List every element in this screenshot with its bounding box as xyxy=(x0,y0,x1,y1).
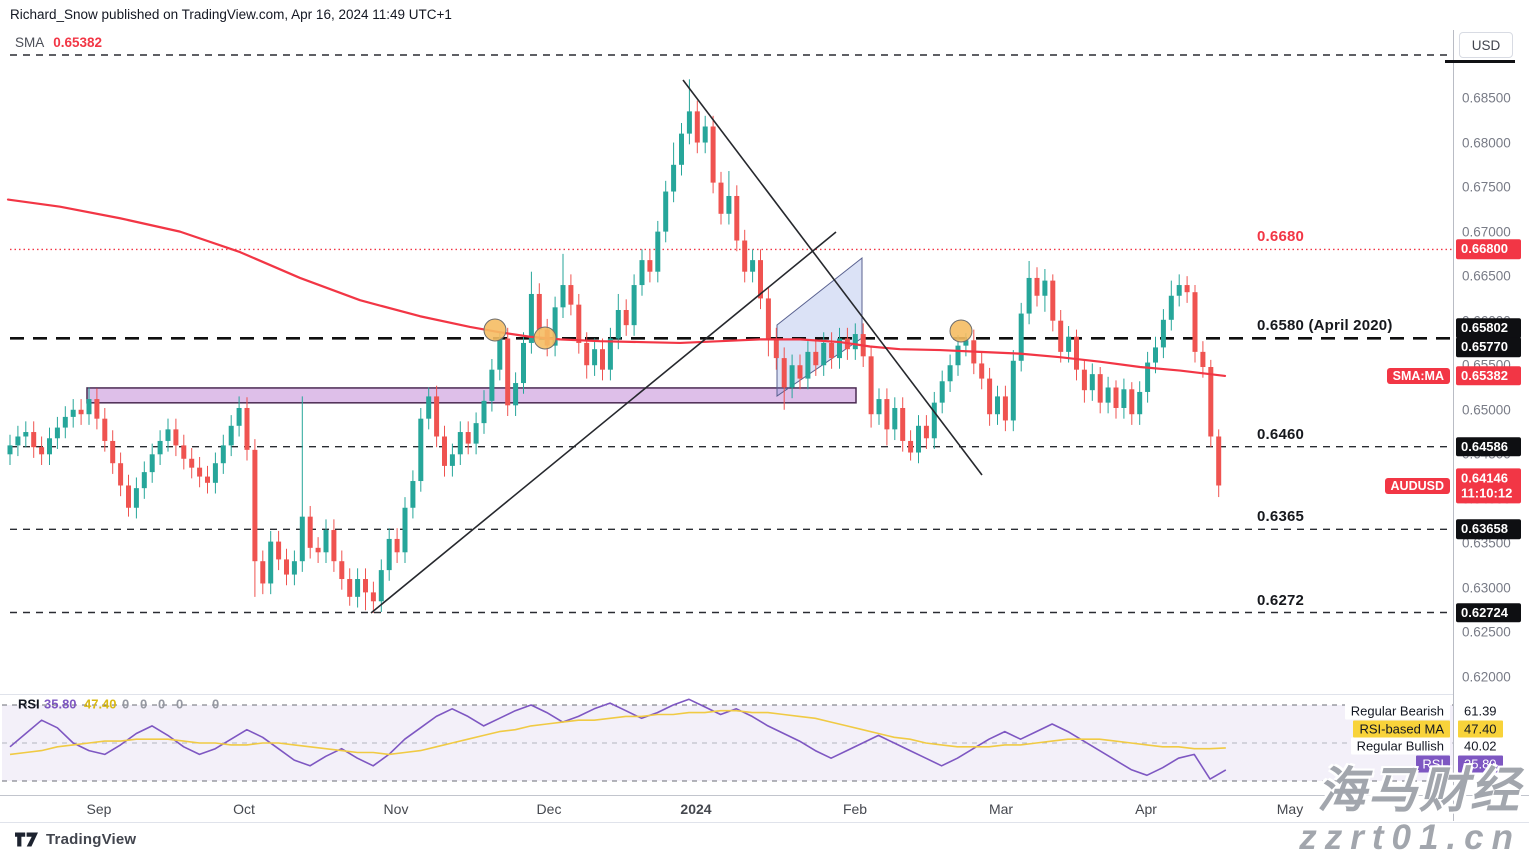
price-axis-tick: 0.62500 xyxy=(1462,624,1511,640)
price-axis-badge-time: 11:10:12 xyxy=(1461,485,1513,501)
rsi-row-label: Regular Bullish xyxy=(1350,737,1450,755)
price-axis-top-marker xyxy=(1445,60,1515,63)
rsi-row-label: Regular Bearish xyxy=(1344,702,1450,720)
price-axis-badge: 0.65382 xyxy=(1456,365,1521,386)
rsi-legend-item: 0 xyxy=(212,696,220,712)
rsi-row-value: 35.80 xyxy=(1458,755,1503,773)
rsi-legend-item: RSI xyxy=(18,696,40,712)
rsi-row-label: RSI xyxy=(1416,755,1450,773)
series-name-badge: AUDUSD xyxy=(1384,477,1450,494)
rsi-row-value: 61.39 xyxy=(1458,702,1503,720)
time-axis-label: Mar xyxy=(988,801,1014,817)
time-axis-label: May xyxy=(1276,801,1304,817)
rsi-legend-item: 0 xyxy=(176,696,184,712)
price-axis-badge: 0.64146 11:10:12 xyxy=(1456,468,1521,504)
rsi-legend-item: 0 xyxy=(140,696,148,712)
series-name-badge: SMA:MA xyxy=(1386,367,1450,384)
publish-header: Richard_Snow published on TradingView.co… xyxy=(10,7,452,22)
level-label: 0.6680 xyxy=(1257,228,1305,246)
price-axis-tick: 0.68500 xyxy=(1462,90,1511,106)
level-label: 0.6460 xyxy=(1257,425,1305,443)
price-axis-tick: 0.63500 xyxy=(1462,535,1511,551)
rsi-legend-item: 0 xyxy=(158,696,166,712)
price-axis-separator xyxy=(1453,30,1454,821)
sma-indicator-legend[interactable]: SMA 0.65382 xyxy=(15,35,102,50)
rsi-legend-item: 35.80 xyxy=(44,696,77,712)
level-label: 0.6272 xyxy=(1257,591,1305,609)
sma-legend-label: SMA xyxy=(15,35,45,50)
price-axis-tick: 0.67000 xyxy=(1462,224,1511,240)
price-axis-badge: 0.65802 xyxy=(1456,318,1521,339)
pane-resize-handle[interactable] xyxy=(0,694,1453,695)
time-axis[interactable]: Sep Oct Nov Dec 2024 Feb Mar Apr May xyxy=(0,795,1529,823)
sma-legend-value: 0.65382 xyxy=(53,35,103,50)
price-axis-badge: 0.64586 xyxy=(1456,436,1521,457)
time-axis-label: Feb xyxy=(842,801,868,817)
price-axis-badge: 0.62724 xyxy=(1456,602,1521,623)
tradingview-logo-icon xyxy=(14,830,39,849)
publish-info-text: Richard_Snow published on TradingView.co… xyxy=(10,7,452,22)
time-axis-label: Nov xyxy=(383,801,409,817)
tradingview-brand-text: TradingView xyxy=(46,831,137,848)
currency-toggle-button[interactable]: USD xyxy=(1459,32,1513,58)
price-axis-tick: 0.67500 xyxy=(1462,179,1511,195)
rsi-row-value: 40.02 xyxy=(1458,737,1503,755)
price-axis-tick: 0.62000 xyxy=(1462,669,1511,685)
rsi-row-value: 47.40 xyxy=(1458,720,1503,738)
price-axis-badge: 0.65770 xyxy=(1456,337,1521,358)
tradingview-brand-link[interactable]: TradingView xyxy=(14,830,136,849)
level-label: 0.6365 xyxy=(1257,508,1305,526)
rsi-legend-item: 47.40 xyxy=(84,696,117,712)
price-axis-tick: 0.65000 xyxy=(1462,402,1511,418)
price-axis-tick: 0.66500 xyxy=(1462,268,1511,284)
time-axis-label: Sep xyxy=(86,801,112,817)
price-axis-badge: 0.66800 xyxy=(1456,239,1521,260)
price-axis-badge: 0.63658 xyxy=(1456,519,1521,540)
level-label: 0.6580 (April 2020) xyxy=(1257,317,1393,335)
time-axis-label: 2024 xyxy=(680,801,712,817)
time-axis-label: Dec xyxy=(536,801,562,817)
rsi-row-label: RSI-based MA xyxy=(1353,720,1450,738)
price-axis-tick: 0.63000 xyxy=(1462,580,1511,596)
time-axis-label: Oct xyxy=(233,801,255,817)
price-axis-tick: 0.68000 xyxy=(1462,135,1511,151)
time-axis-label: Apr xyxy=(1135,801,1157,817)
rsi-legend-item: 0 xyxy=(122,696,130,712)
